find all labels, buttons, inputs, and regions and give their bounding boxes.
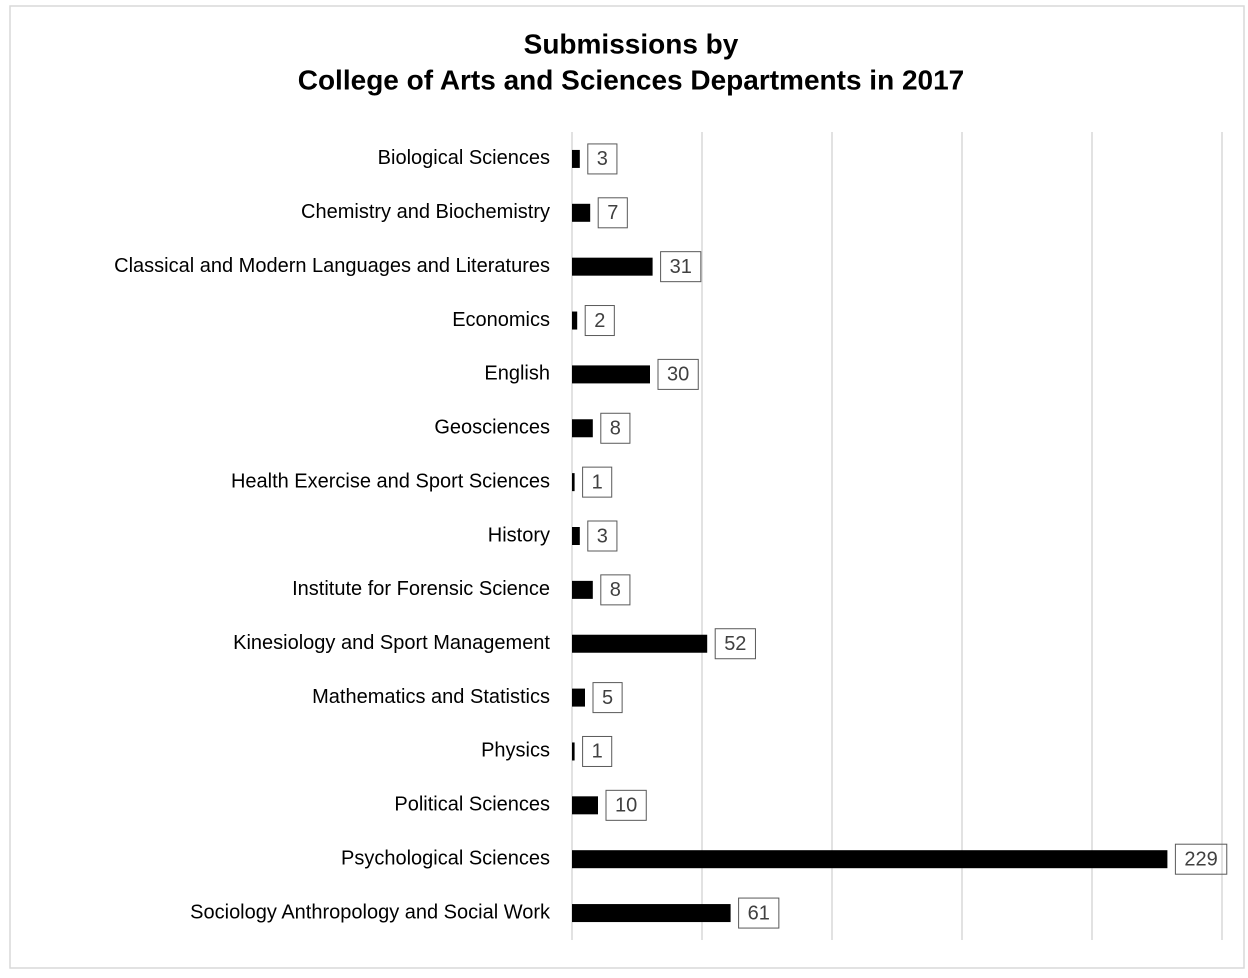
bar xyxy=(572,203,591,222)
data-label: 1 xyxy=(592,471,603,493)
bar xyxy=(572,580,593,599)
y-tick-label: Kinesiology and Sport Management xyxy=(233,632,550,654)
data-label-box xyxy=(587,520,618,552)
data-label-box xyxy=(738,897,780,929)
data-label-box xyxy=(1174,843,1228,875)
data-label: 7 xyxy=(607,202,618,224)
data-label: 52 xyxy=(724,633,746,655)
bar xyxy=(572,796,598,815)
chart-title: Submissions by xyxy=(524,28,739,59)
y-tick-label: Biological Sciences xyxy=(378,147,550,169)
data-label-box xyxy=(714,628,756,660)
data-label-box xyxy=(582,466,613,498)
y-tick-label: Chemistry and Biochemistry xyxy=(301,201,550,223)
data-label: 229 xyxy=(1184,848,1217,870)
bar xyxy=(572,742,575,761)
y-tick-label: Mathematics and Statistics xyxy=(312,686,550,708)
data-label-box xyxy=(605,789,647,821)
data-label: 61 xyxy=(748,902,770,924)
y-tick-label: English xyxy=(484,363,550,385)
y-tick-label: History xyxy=(488,524,550,546)
y-tick-label: Geosciences xyxy=(434,417,550,439)
y-tick-label: Political Sciences xyxy=(394,794,550,816)
data-label: 1 xyxy=(592,741,603,763)
y-tick-label: Physics xyxy=(481,740,550,762)
bar xyxy=(572,473,575,492)
data-label: 3 xyxy=(597,525,608,547)
bar xyxy=(572,257,653,276)
data-label-box xyxy=(597,197,628,229)
chart-title: College of Arts and Sciences Departments… xyxy=(298,64,965,95)
data-label-box xyxy=(582,735,613,767)
data-label: 10 xyxy=(615,795,637,817)
bar xyxy=(572,365,650,384)
data-label: 8 xyxy=(610,579,621,601)
y-tick-label: Psychological Sciences xyxy=(341,847,550,869)
y-tick-label: Health Exercise and Sport Sciences xyxy=(231,470,550,492)
y-tick-label: Classical and Modern Languages and Liter… xyxy=(114,255,550,277)
bar xyxy=(572,634,708,653)
data-label-box xyxy=(584,305,615,337)
data-label-box xyxy=(660,251,702,283)
data-label-box xyxy=(587,143,618,175)
bar xyxy=(572,850,1168,869)
data-label-box xyxy=(600,412,631,444)
data-label: 31 xyxy=(670,256,692,278)
data-label-box xyxy=(657,358,699,390)
data-label-box xyxy=(592,682,623,714)
y-tick-label: Sociology Anthropology and Social Work xyxy=(190,901,551,923)
bar xyxy=(572,311,578,330)
data-label: 8 xyxy=(610,418,621,440)
bar xyxy=(572,904,731,923)
bar xyxy=(572,419,593,438)
data-label: 3 xyxy=(597,148,608,170)
bar xyxy=(572,527,580,545)
data-label: 2 xyxy=(594,310,605,332)
y-tick-label: Institute for Forensic Science xyxy=(292,578,550,600)
data-label: 30 xyxy=(667,364,689,386)
data-label: 5 xyxy=(602,687,613,709)
chart-frame xyxy=(9,5,1245,969)
data-label-box xyxy=(600,574,631,606)
y-tick-label: Economics xyxy=(452,309,550,331)
bar xyxy=(572,688,585,707)
bar xyxy=(572,149,580,168)
